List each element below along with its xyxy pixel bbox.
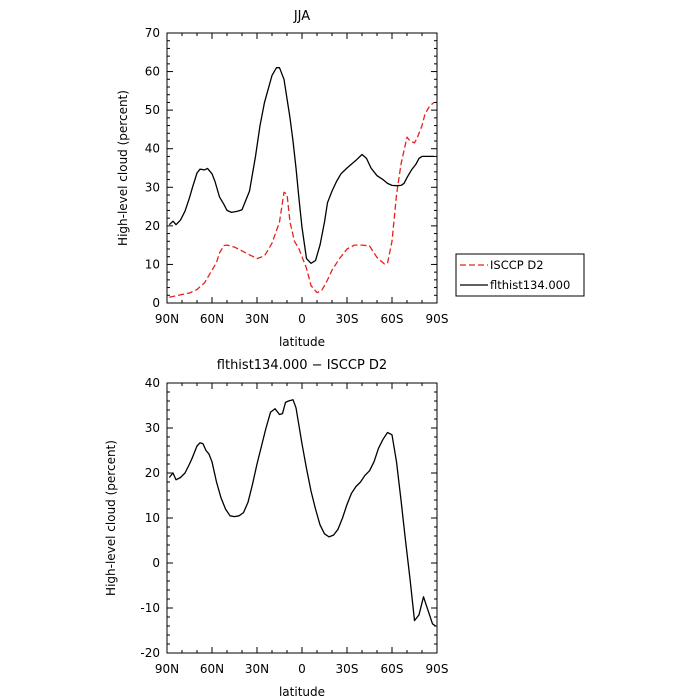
x-tick-label: 90S (426, 662, 449, 676)
top-chart-title: JJA (293, 9, 310, 24)
x-tick-label: 90S (426, 312, 449, 326)
y-tick-label: 60 (145, 65, 160, 79)
legend-label-isccp: ISCCP D2 (490, 258, 544, 272)
x-tick-label: 30N (245, 312, 269, 326)
y-tick-label: 40 (145, 376, 160, 390)
y-tick-label: 30 (145, 421, 160, 435)
x-tick-label: 30N (245, 662, 269, 676)
top-y-axis-label: High-level cloud (percent) (116, 90, 130, 246)
y-tick-label: 20 (145, 219, 160, 233)
difference-series-line (168, 399, 436, 627)
top-series-group (168, 67, 435, 298)
x-tick-label: 30S (336, 662, 359, 676)
x-tick-label: 60S (381, 312, 404, 326)
top-x-tick-labels: 90N 60N 30N 0 30S 60S 90S (155, 312, 449, 326)
bottom-x-tick-labels: 90N 60N 30N 0 30S 60S 90S (155, 662, 449, 676)
y-tick-label: 0 (152, 556, 160, 570)
series-line-isccp-d2 (169, 101, 435, 298)
x-tick-label: 60N (200, 312, 224, 326)
y-tick-label: 70 (145, 26, 160, 40)
top-y-tick-labels: 0 10 20 30 40 50 60 70 (145, 26, 160, 310)
top-axis-ticks (166, 32, 438, 304)
legend-label-flthist: flthist134.000 (490, 278, 570, 292)
legend: ISCCP D2 flthist134.000 (455, 253, 585, 297)
bottom-series-group (168, 399, 436, 627)
x-tick-label: 0 (298, 312, 306, 326)
bottom-chart-title: flthist134.000 − ISCCP D2 (217, 358, 387, 373)
y-tick-label: -20 (140, 646, 160, 660)
x-tick-label: 90N (155, 662, 179, 676)
y-tick-label: 40 (145, 142, 160, 156)
y-tick-label: 30 (145, 180, 160, 194)
bottom-panel: flthist134.000 − ISCCP D2 -20 -10 0 10 20 30 4… (104, 358, 448, 699)
bottom-plot-frame (166, 382, 438, 654)
legend-box (455, 253, 585, 297)
y-tick-label: 0 (152, 296, 160, 310)
top-x-axis-label: latitude (279, 335, 325, 349)
x-tick-label: 60N (200, 662, 224, 676)
bottom-axis-ticks (166, 382, 438, 654)
x-tick-label: 30S (336, 312, 359, 326)
x-tick-label: 90N (155, 312, 179, 326)
y-tick-label: 10 (145, 257, 160, 271)
bottom-x-axis-label: latitude (279, 685, 325, 699)
bottom-y-tick-labels: -20 -10 0 10 20 30 40 (140, 376, 160, 660)
x-tick-label: 60S (381, 662, 404, 676)
bottom-y-axis-label: High-level cloud (percent) (104, 440, 118, 596)
y-tick-label: 10 (145, 511, 160, 525)
series-line-flthist134-000 (168, 67, 434, 264)
y-tick-label: -10 (140, 601, 160, 615)
x-tick-label: 0 (298, 662, 306, 676)
y-tick-label: 50 (145, 103, 160, 117)
y-tick-label: 20 (145, 466, 160, 480)
